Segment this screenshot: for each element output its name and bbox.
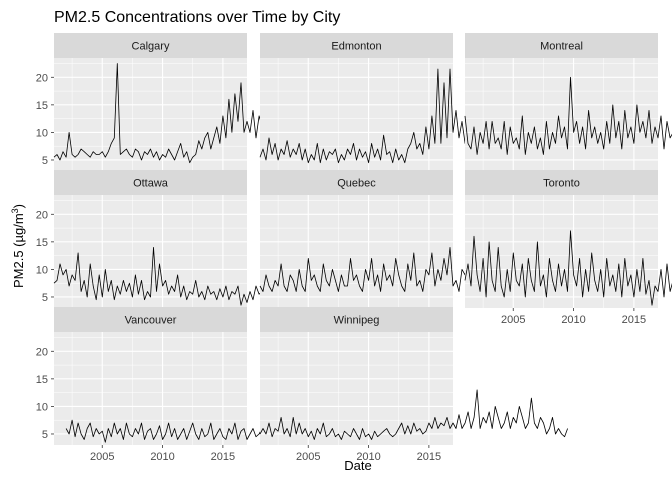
x-tick-label: 2010: [561, 314, 585, 326]
y-axis-title-close: ): [11, 204, 26, 208]
facet-panel-edmonton: Edmonton: [259, 33, 602, 171]
x-tick-label: 2005: [501, 314, 525, 326]
facet-panel-quebec: Quebec: [259, 170, 590, 308]
facet-panel-winnipeg: Winnipeg: [259, 307, 568, 445]
plot-background-winnipeg: [260, 332, 453, 445]
x-tick-label: 2010: [356, 451, 380, 463]
x-tick-label: 2015: [417, 451, 441, 463]
facet-strip-label-toronto: Toronto: [543, 178, 580, 190]
facet-strip-label-ottawa: Ottawa: [133, 178, 169, 190]
plot-background-calgary: [54, 58, 247, 171]
facet-strip-label-montreal: Montreal: [540, 41, 583, 53]
x-tick-label: 2005: [90, 451, 114, 463]
facet-strip-toronto: [465, 170, 658, 195]
x-tick-label: 2005: [296, 451, 320, 463]
facet-strip-label-calgary: Calgary: [132, 41, 170, 53]
facet-strip-winnipeg: [260, 307, 453, 332]
y-tick-label: 20: [36, 209, 48, 221]
series-line-montreal: [464, 76, 672, 155]
y-tick-label: 5: [42, 429, 48, 441]
facet-strip-edmonton: [260, 33, 453, 58]
y-tick-label: 5: [42, 292, 48, 304]
x-tick-label: 2015: [211, 451, 235, 463]
facet-strip-label-edmonton: Edmonton: [331, 41, 381, 53]
x-tick-label: 2015: [622, 314, 646, 326]
facet-panel-toronto: Toronto: [464, 170, 672, 308]
plot-background-edmonton: [260, 58, 453, 171]
facet-panels: Calgary Edmonton Montreal Ottawa Quebec Toron…: [53, 33, 672, 445]
facet-panel-ottawa: Ottawa: [53, 170, 359, 308]
plot-background-montreal: [465, 58, 658, 171]
y-tick-label: 15: [36, 374, 48, 386]
x-tick-label: 2010: [150, 451, 174, 463]
x-axis-title: Date: [344, 458, 371, 473]
facet-strip-label-vancouver: Vancouver: [125, 315, 177, 327]
facet-strip-calgary: [54, 33, 247, 58]
y-axis-ticks: 5 10 15 20 5 10 15 20 5 10 15 20: [36, 72, 54, 441]
facet-panel-calgary: Calgary: [53, 33, 384, 171]
y-axis-title-main: PM2.5 (µg/m: [11, 213, 26, 288]
y-tick-label: 20: [36, 346, 48, 358]
x-axis-ticks: 2005 2010 2015 2005 2010 2015 2005 2010 2015: [90, 308, 646, 463]
y-tick-label: 10: [36, 127, 48, 139]
facet-strip-ottawa: [54, 170, 247, 195]
y-tick-label: 10: [36, 264, 48, 276]
facet-strip-vancouver: [54, 307, 247, 332]
plot-background-vancouver: [54, 332, 247, 445]
facet-strip-quebec: [260, 170, 453, 195]
plot-background-quebec: [260, 195, 453, 308]
facet-strip-label-winnipeg: Winnipeg: [334, 315, 380, 327]
facet-strip-label-quebec: Quebec: [337, 178, 376, 190]
plot-background-toronto: [465, 195, 658, 308]
facet-panel-montreal: Montreal: [464, 33, 672, 171]
series-line-winnipeg: [259, 389, 568, 440]
y-axis-title: PM2.5 (µg/m3): [10, 204, 26, 288]
chart-title: PM2.5 Concentrations over Time by City: [54, 9, 340, 26]
y-tick-label: 15: [36, 100, 48, 112]
y-axis-title-sup: 3: [10, 208, 20, 213]
y-tick-label: 10: [36, 401, 48, 413]
facet-strip-montreal: [465, 33, 658, 58]
series-line-toronto: [464, 230, 672, 306]
y-tick-label: 5: [42, 155, 48, 167]
y-tick-label: 20: [36, 72, 48, 84]
y-tick-label: 15: [36, 237, 48, 249]
